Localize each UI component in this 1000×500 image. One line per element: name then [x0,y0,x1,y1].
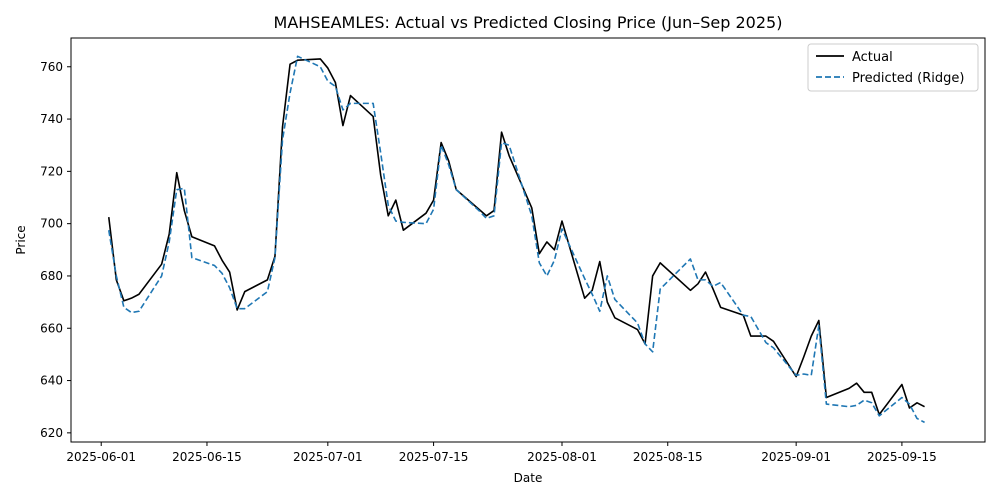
axes-frame [70,37,986,443]
x-axis: 2025-06-01 2025-06-15 2025-07-01 2025-07-15… [66,442,937,464]
chart-title: MAHSEAMLES: Actual vs Predicted Closing … [274,13,783,32]
series-line-predicted [107,55,925,424]
legend: Actual Predicted (Ridge) [807,43,979,92]
x-tick-label: 2025-08-01 [527,450,597,464]
y-tick-label: 640 [40,374,63,388]
y-tick-label: 720 [40,164,63,178]
plot-area: 2025-06-01 2025-06-15 2025-07-01 2025-07-15… [40,37,986,464]
x-tick-label: 2025-07-15 [399,450,469,464]
y-tick-label: 760 [40,60,63,74]
y-tick-label: 700 [40,217,63,231]
x-tick-label: 2025-09-15 [867,450,937,464]
series-lines [107,55,925,424]
x-axis-label: Date [514,471,543,485]
legend-label-predicted: Predicted (Ridge) [852,71,964,86]
x-tick-label: 2025-06-01 [66,450,136,464]
x-tick-label: 2025-06-15 [172,450,242,464]
legend-label-actual: Actual [852,50,893,65]
y-tick-label: 660 [40,321,63,335]
y-axis-label: Price [14,225,28,254]
legend-box [807,43,979,92]
y-tick-label: 740 [40,112,63,126]
y-axis: 620 640 660 680 700 720 740 760 [40,60,71,440]
x-tick-label: 2025-09-01 [761,450,831,464]
y-tick-label: 680 [40,269,63,283]
x-tick-label: 2025-07-01 [293,450,363,464]
y-tick-label: 620 [40,426,63,440]
series-line-actual [107,58,925,416]
x-tick-label: 2025-08-15 [633,450,703,464]
